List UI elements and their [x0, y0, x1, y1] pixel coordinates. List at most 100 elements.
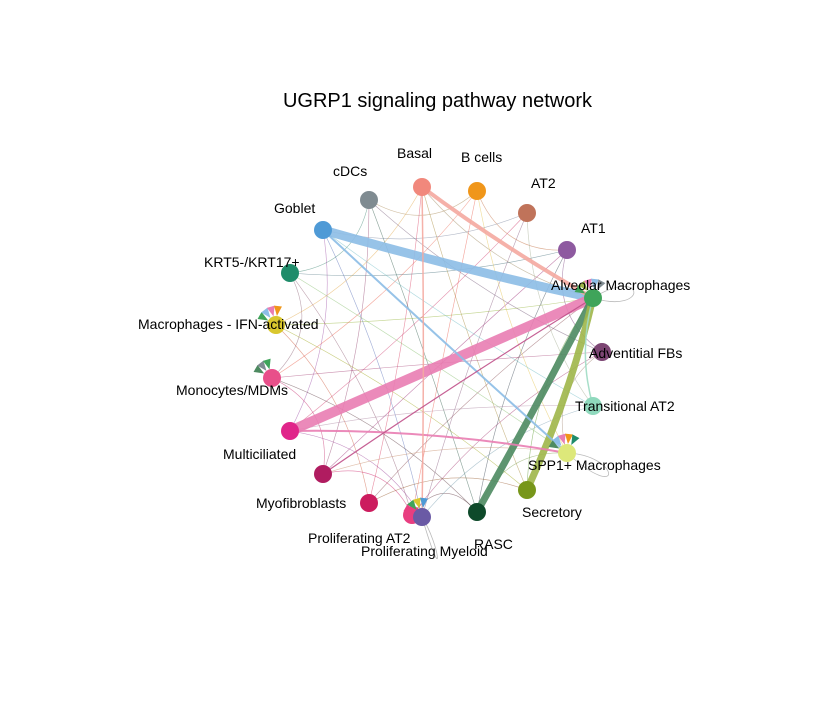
minor-edge: [289, 249, 568, 277]
minor-edge: [476, 249, 568, 513]
node-ifn: [267, 316, 285, 334]
node-bc: [468, 182, 486, 200]
node-sec: [518, 481, 536, 499]
node-krt: [281, 264, 299, 282]
arrowhead-spp1: [571, 434, 580, 446]
minor-edge: [322, 229, 594, 407]
node-label-ifn: Macrophages - IFN-activated: [138, 316, 319, 332]
node-at1: [558, 241, 576, 259]
arrowhead-spp1: [565, 433, 573, 445]
arrowhead-mono: [253, 365, 265, 374]
self-loop-edge: [566, 452, 610, 477]
edge-mult-to-alv: [287, 293, 596, 436]
minor-edge: [289, 405, 594, 432]
edge-rasc-to-alv: [473, 296, 597, 514]
minor-edge: [271, 190, 478, 379]
node-spp1: [558, 444, 576, 462]
minor-edge: [271, 272, 303, 379]
edge-tat2-to-alv: [584, 297, 594, 407]
edge-bas-to-alv: [420, 185, 594, 300]
minor-edge: [275, 324, 528, 491]
arrowhead-alv: [583, 278, 592, 290]
minor-edge: [368, 199, 478, 513]
minor-edge: [411, 493, 478, 516]
major-edges-layer: [287, 185, 597, 518]
minor-edge: [421, 405, 594, 518]
node-mult: [281, 422, 299, 440]
minor-edge: [275, 186, 423, 326]
minor-edge: [322, 447, 568, 475]
minor-edge: [289, 272, 568, 454]
minor-edge: [368, 477, 528, 504]
minor-edge: [289, 249, 568, 277]
node-tat2: [584, 397, 602, 415]
node-bas: [413, 178, 431, 196]
minor-edge: [322, 229, 423, 518]
self-loop-edge: [421, 516, 438, 560]
minor-edge: [275, 186, 423, 326]
node-cdc: [360, 191, 378, 209]
node-label-spp1: SPP1+ Macrophages: [528, 457, 661, 473]
minor-edge: [476, 190, 568, 251]
minor-edge: [421, 405, 594, 518]
minor-edge: [411, 190, 478, 516]
minor-edge: [476, 249, 568, 513]
minor-edge: [322, 470, 413, 516]
minor-edge: [411, 493, 478, 516]
minor-edge: [275, 324, 528, 491]
node-label-krt: KRT5-/KRT17+: [204, 254, 300, 270]
arrowhead-alv: [578, 280, 588, 291]
arrowhead-ifn: [266, 305, 275, 317]
arrowhead-alv: [591, 278, 599, 290]
minor-edge: [368, 186, 423, 504]
minor-edge: [322, 199, 370, 475]
minor-edge: [271, 190, 478, 379]
minor-edge: [476, 190, 568, 454]
minor-edge: [322, 447, 568, 475]
minor-edge: [421, 212, 528, 518]
minor-edge: [289, 229, 328, 432]
arrowhead-prmy: [420, 497, 428, 509]
node-label-adv: Adventitial FBs: [589, 345, 682, 361]
minor-edge: [421, 212, 528, 518]
arrowhead-alv: [597, 279, 606, 291]
node-label-tat2: Transitional AT2: [575, 398, 675, 414]
minor-edge: [289, 199, 370, 274]
node-label-prat2: Proliferating AT2: [308, 530, 411, 546]
minor-edge: [322, 229, 594, 407]
node-label-cdc: cDCs: [333, 163, 367, 179]
arrowhead-ifn: [257, 312, 269, 321]
node-label-gob: Goblet: [274, 200, 315, 216]
minor-edge: [289, 272, 413, 516]
node-label-alv: Alveolar Macrophages: [551, 277, 690, 293]
chart-title: UGRP1 signaling pathway network: [282, 90, 593, 112]
node-alv: [584, 289, 602, 307]
node-at2: [518, 204, 536, 222]
node-label-bc: B cells: [461, 149, 502, 165]
arrowhead-spp1: [552, 435, 562, 446]
minor-edge: [289, 405, 594, 432]
node-label-mult: Multiciliated: [223, 446, 296, 462]
minor-edge: [275, 297, 594, 326]
arrowhead-ifn: [274, 305, 282, 317]
node-label-myof: Myofibroblasts: [256, 495, 346, 511]
minor-edge: [322, 470, 413, 516]
node-label-sec: Secretory: [522, 504, 582, 520]
edge-bas-to-prmy: [421, 186, 425, 518]
minor-edge: [368, 186, 423, 504]
node-mono: [263, 369, 281, 387]
labels-layer: Alveolar Macrophages AT1 AT2 B cells Basal cD…: [138, 145, 690, 559]
minor-edge: [289, 272, 568, 454]
arrowhead-spp1: [548, 440, 560, 449]
minor-edge: [368, 297, 594, 504]
arrowhead-mono: [262, 358, 271, 370]
node-gob: [314, 221, 332, 239]
node-label-at2: AT2: [531, 175, 556, 191]
arrowhead-mono: [257, 360, 267, 371]
minor-edge: [289, 430, 423, 518]
minor-edge: [368, 190, 478, 216]
minor-edge: [289, 229, 328, 432]
minor-edge: [476, 190, 568, 454]
minor-edge: [289, 212, 528, 432]
